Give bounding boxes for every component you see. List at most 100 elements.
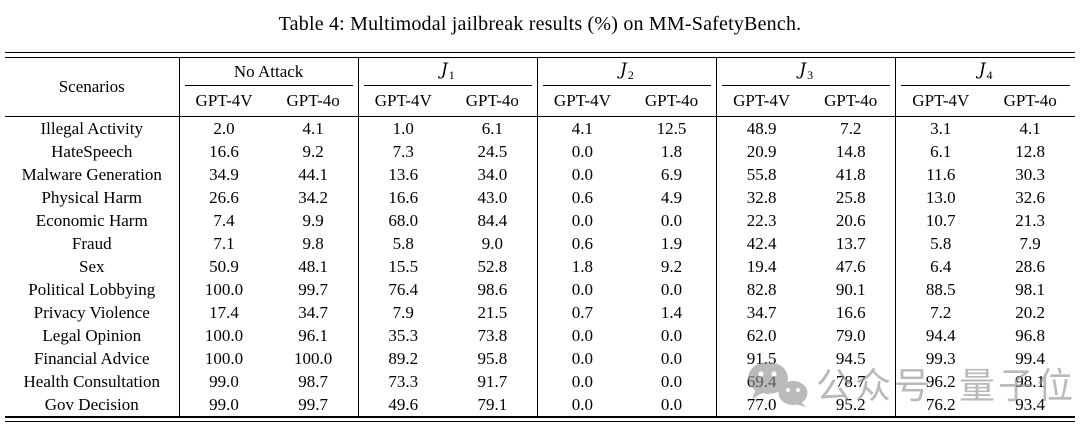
value-cell: 13.7: [835, 234, 866, 253]
value-cell: 20.9: [716, 140, 807, 163]
table-bottom-double-rule: [5, 416, 1075, 422]
value-cell: 13.6: [357, 163, 448, 186]
table-row: Gov Decision 99.0 99.7 49.6 79.1 0.0 0.0 77.0 95…: [5, 393, 1075, 416]
scenario-cell: Sex: [79, 257, 105, 276]
scenario-cell: Fraud: [71, 234, 112, 253]
value-cell: 0.0: [536, 393, 627, 416]
table-row: Health Consultation 99.0 98.7 73.3 91.7 0.0 0.…: [5, 370, 1075, 393]
value-cell: 42.4: [716, 232, 807, 255]
scenario-cell: HateSpeech: [51, 142, 133, 161]
value-cell: 6.9: [660, 165, 683, 184]
value-cell: 91.5: [716, 347, 807, 370]
value-cell: 9.0: [481, 234, 503, 253]
group-label: J3: [799, 60, 814, 82]
value-cell: 0.0: [536, 347, 627, 370]
group-header-j2: J2: [536, 58, 717, 86]
value-cell: 0.0: [536, 209, 627, 232]
model-header-j1-gpt4v: GPT-4V: [357, 86, 448, 117]
value-cell: 7.2: [840, 119, 862, 138]
value-cell: 7.3: [357, 140, 448, 163]
value-cell: 48.1: [298, 257, 329, 276]
value-cell: 0.0: [660, 280, 683, 299]
group-label: J2: [620, 60, 634, 82]
group-header-j3: J3: [716, 58, 896, 86]
value-cell: 30.3: [1015, 165, 1046, 184]
value-cell: 7.4: [178, 209, 269, 232]
value-cell: 16.6: [178, 140, 269, 163]
value-cell: 76.4: [357, 278, 448, 301]
value-cell: 55.8: [716, 163, 807, 186]
value-cell: 17.4: [178, 301, 269, 324]
scenario-cell: Economic Harm: [35, 211, 148, 230]
value-cell: 35.3: [357, 324, 448, 347]
value-cell: 0.6: [536, 232, 627, 255]
scenarios-header: Scenarios: [5, 58, 179, 117]
value-cell: 7.9: [1019, 234, 1041, 253]
group-header-no-attack: No Attack: [178, 58, 359, 86]
value-cell: 20.2: [1015, 303, 1046, 322]
value-cell: 20.6: [835, 211, 866, 230]
value-cell: 98.1: [1015, 372, 1046, 391]
value-cell: 1.9: [660, 234, 683, 253]
table-row: Financial Advice 100.0 100.0 89.2 95.8 0.0 0.0…: [5, 347, 1075, 370]
value-cell: 21.5: [477, 303, 508, 322]
value-cell: 41.8: [835, 165, 866, 184]
value-cell: 9.9: [302, 211, 324, 230]
table-row: Fraud 7.1 9.8 5.8 9.0 0.6 1.9 42.4 13.7 5.8 7.9: [5, 232, 1075, 255]
group-label: J1: [440, 60, 455, 82]
table-row: Physical Harm 26.6 34.2 16.6 43.0 0.6 4.9 32.8 2…: [5, 186, 1075, 209]
value-cell: 0.0: [660, 349, 683, 368]
value-cell: 34.2: [298, 188, 329, 207]
value-cell: 34.9: [178, 163, 269, 186]
value-cell: 99.0: [178, 370, 269, 393]
value-cell: 6.4: [895, 255, 986, 278]
value-cell: 3.1: [895, 116, 986, 140]
value-cell: 48.9: [716, 116, 807, 140]
scenario-cell: Physical Harm: [41, 188, 143, 207]
value-cell: 49.6: [357, 393, 448, 416]
value-cell: 43.0: [477, 188, 508, 207]
value-cell: 44.1: [298, 165, 329, 184]
value-cell: 34.7: [716, 301, 807, 324]
value-cell: 1.8: [536, 255, 627, 278]
scenario-cell: Malware Generation: [21, 165, 162, 184]
value-cell: 90.1: [835, 280, 866, 299]
scenario-cell: Health Consultation: [23, 372, 160, 391]
value-cell: 99.0: [178, 393, 269, 416]
value-cell: 96.2: [895, 370, 986, 393]
value-cell: 0.0: [536, 278, 627, 301]
group-header-j1: J1: [357, 58, 538, 86]
value-cell: 100.0: [294, 349, 333, 368]
value-cell: 4.1: [1019, 119, 1041, 138]
model-header-j3-gpt4v: GPT-4V: [716, 86, 807, 117]
value-cell: 98.1: [1015, 280, 1046, 299]
value-cell: 9.8: [302, 234, 324, 253]
value-cell: 22.3: [716, 209, 807, 232]
value-cell: 6.1: [481, 119, 503, 138]
value-cell: 0.0: [660, 372, 683, 391]
value-cell: 25.8: [835, 188, 866, 207]
value-cell: 7.2: [895, 301, 986, 324]
scenario-cell: Privacy Violence: [33, 303, 150, 322]
value-cell: 91.7: [477, 372, 508, 391]
model-header-j2-gpt4v: GPT-4V: [536, 86, 627, 117]
value-cell: 24.5: [477, 142, 508, 161]
group-header-j4: J4: [895, 58, 1075, 86]
value-cell: 88.5: [895, 278, 986, 301]
value-cell: 13.0: [895, 186, 986, 209]
value-cell: 79.0: [835, 326, 866, 345]
value-cell: 15.5: [357, 255, 448, 278]
value-cell: 4.1: [302, 119, 324, 138]
model-header-no-attack-gpt4o: GPT-4o: [268, 86, 359, 117]
model-header-j2-gpt4o: GPT-4o: [626, 86, 717, 117]
value-cell: 0.7: [536, 301, 627, 324]
model-header-j4-gpt4v: GPT-4V: [895, 86, 986, 117]
value-cell: 32.6: [1015, 188, 1046, 207]
value-cell: 47.6: [835, 257, 866, 276]
value-cell: 6.1: [895, 140, 986, 163]
value-cell: 5.8: [357, 232, 448, 255]
table-row: Sex 50.9 48.1 15.5 52.8 1.8 9.2 19.4 47.6 6.4 28.6: [5, 255, 1075, 278]
value-cell: 100.0: [178, 278, 269, 301]
table-row: Malware Generation 34.9 44.1 13.6 34.0 0.0 6.9…: [5, 163, 1075, 186]
value-cell: 4.1: [536, 116, 627, 140]
